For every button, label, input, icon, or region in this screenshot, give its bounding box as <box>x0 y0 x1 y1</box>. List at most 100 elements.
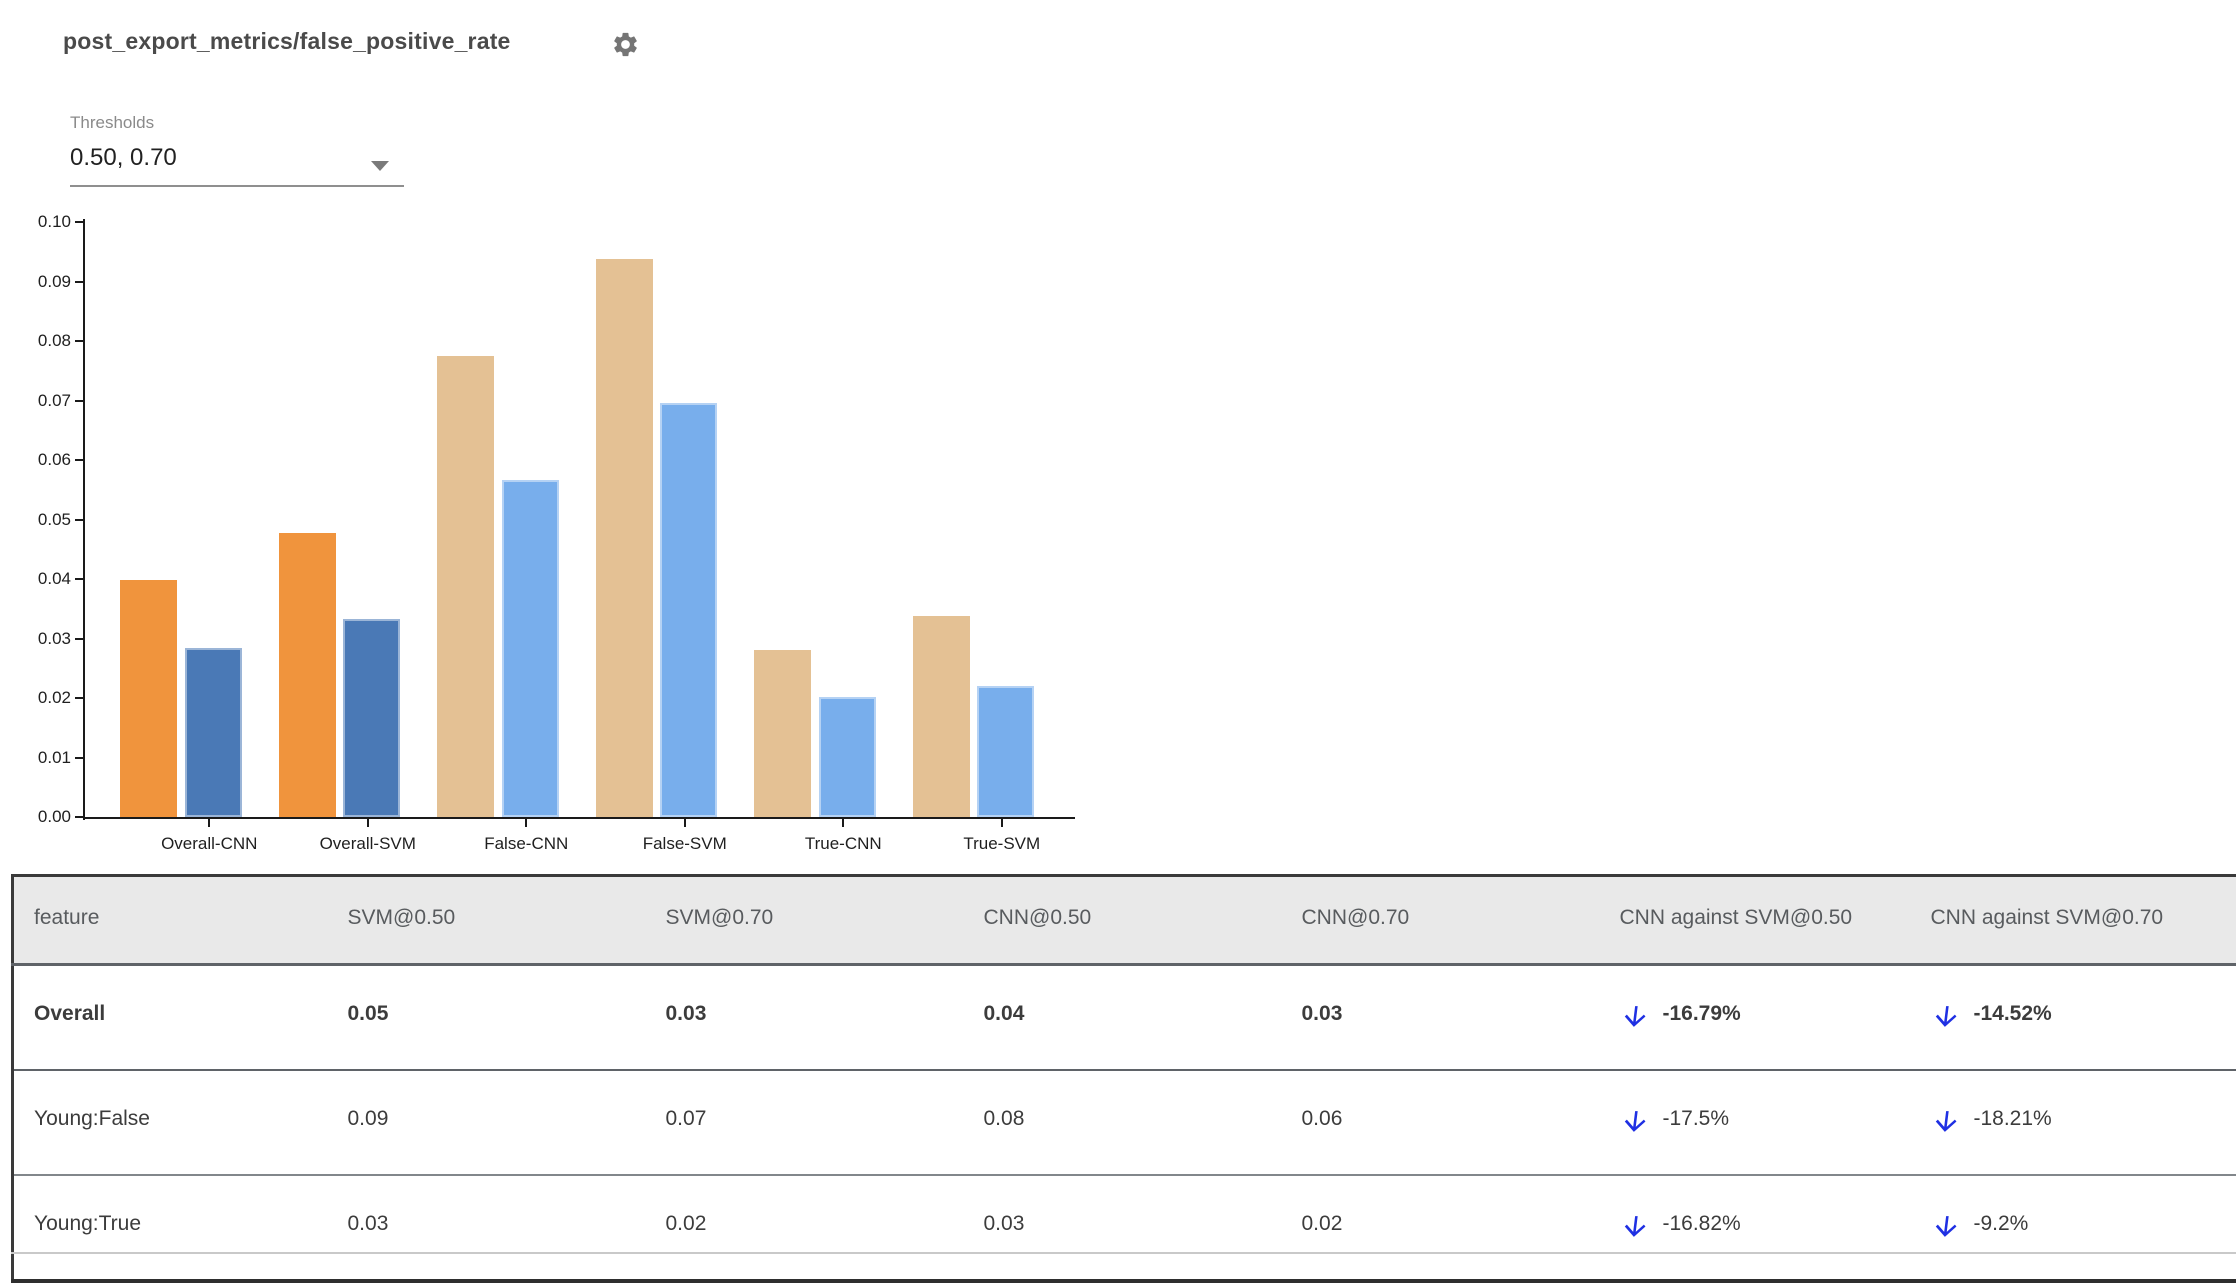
y-axis-label: 0.00 <box>11 807 71 827</box>
column-header-4: CNN@0.70 <box>1302 876 1620 965</box>
down-arrow-icon <box>1928 1001 1963 1032</box>
y-axis-tick <box>75 340 83 342</box>
x-axis-tick <box>367 819 369 827</box>
diff-value: -16.79% <box>1663 1002 1741 1026</box>
bar-Overall-SVM-t50[interactable] <box>279 533 336 817</box>
bar-Overall-CNN-t70[interactable] <box>185 648 242 817</box>
diff-value: -9.2% <box>1974 1212 2029 1236</box>
x-axis-tick <box>525 819 527 827</box>
diff-cell: -16.79% <box>1620 965 1931 1071</box>
page-title: post_export_metrics/false_positive_rate <box>63 28 511 55</box>
dropdown-underline <box>70 185 404 187</box>
value-cell: 0.04 <box>984 965 1302 1071</box>
x-axis-label: True-SVM <box>932 834 1072 854</box>
y-axis-label: 0.08 <box>11 331 71 351</box>
x-axis-tick <box>1001 819 1003 827</box>
thresholds-value: 0.50, 0.70 <box>70 144 177 172</box>
x-axis-label: Overall-SVM <box>298 834 438 854</box>
bar-False-SVM-t70[interactable] <box>660 403 717 817</box>
bottom-divider <box>11 1252 2236 1254</box>
value-cell: 0.02 <box>1302 1175 1620 1281</box>
feature-cell: Young:True <box>13 1175 348 1281</box>
value-cell: 0.02 <box>666 1175 984 1281</box>
gear-icon[interactable] <box>611 30 640 59</box>
value-cell: 0.03 <box>666 965 984 1071</box>
bar-False-SVM-t50[interactable] <box>596 259 653 817</box>
x-axis-label: False-CNN <box>456 834 596 854</box>
y-axis-tick <box>75 221 83 223</box>
diff-value: -17.5% <box>1663 1107 1730 1131</box>
diff-cell: -9.2% <box>1931 1175 2236 1281</box>
y-axis-label: 0.05 <box>11 510 71 530</box>
value-cell: 0.03 <box>1302 965 1620 1071</box>
diff-value: -14.52% <box>1974 1002 2052 1026</box>
value-cell: 0.03 <box>348 1175 666 1281</box>
value-cell: 0.06 <box>1302 1070 1620 1175</box>
value-cell: 0.03 <box>984 1175 1302 1281</box>
y-axis-tick <box>75 400 83 402</box>
y-axis-label: 0.06 <box>11 450 71 470</box>
column-header-1: SVM@0.50 <box>348 876 666 965</box>
column-header-6: CNN against SVM@0.70 <box>1931 876 2236 965</box>
column-header-3: CNN@0.50 <box>984 876 1302 965</box>
chevron-down-icon <box>371 161 389 171</box>
bar-False-CNN-t70[interactable] <box>502 480 559 817</box>
feature-cell: Young:False <box>13 1070 348 1175</box>
bar-True-CNN-t50[interactable] <box>754 650 811 817</box>
x-axis-tick <box>208 819 210 827</box>
down-arrow-icon <box>1617 1106 1652 1137</box>
x-axis-label: False-SVM <box>615 834 755 854</box>
y-axis-tick <box>75 459 83 461</box>
down-arrow-icon <box>1928 1106 1963 1137</box>
column-header-2: SVM@0.70 <box>666 876 984 965</box>
y-axis-label: 0.09 <box>11 272 71 292</box>
y-axis-label: 0.07 <box>11 391 71 411</box>
column-header-0: feature <box>13 876 348 965</box>
y-axis-label: 0.04 <box>11 569 71 589</box>
x-axis-tick <box>684 819 686 827</box>
y-axis-label: 0.10 <box>11 212 71 232</box>
x-axis-label: True-CNN <box>773 834 913 854</box>
x-axis-tick <box>842 819 844 827</box>
diff-cell: -17.5% <box>1620 1070 1931 1175</box>
x-axis <box>83 817 1075 819</box>
y-axis-tick <box>75 638 83 640</box>
y-axis-tick <box>75 757 83 759</box>
bar-False-CNN-t50[interactable] <box>437 356 494 817</box>
bar-Overall-CNN-t50[interactable] <box>120 580 177 817</box>
bar-True-CNN-t70[interactable] <box>819 697 876 817</box>
y-axis-label: 0.03 <box>11 629 71 649</box>
bar-True-SVM-t70[interactable] <box>977 686 1034 817</box>
bar-Overall-SVM-t70[interactable] <box>343 619 400 817</box>
column-header-5: CNN against SVM@0.50 <box>1620 876 1931 965</box>
x-axis-label: Overall-CNN <box>139 834 279 854</box>
bar-True-SVM-t50[interactable] <box>913 616 970 817</box>
y-axis-tick <box>75 697 83 699</box>
diff-cell: -16.82% <box>1620 1175 1931 1281</box>
value-cell: 0.08 <box>984 1070 1302 1175</box>
diff-value: -18.21% <box>1974 1107 2052 1131</box>
y-axis-tick <box>75 816 83 818</box>
y-axis-tick <box>75 281 83 283</box>
y-axis-tick <box>75 578 83 580</box>
value-cell: 0.05 <box>348 965 666 1071</box>
down-arrow-icon <box>1617 1211 1652 1242</box>
y-axis-tick <box>75 519 83 521</box>
diff-cell: -14.52% <box>1931 965 2236 1071</box>
y-axis-label: 0.01 <box>11 748 71 768</box>
down-arrow-icon <box>1617 1001 1652 1032</box>
down-arrow-icon <box>1928 1211 1963 1242</box>
diff-cell: -18.21% <box>1931 1070 2236 1175</box>
diff-value: -16.82% <box>1663 1212 1741 1236</box>
y-axis <box>83 219 85 820</box>
feature-cell: Overall <box>13 965 348 1071</box>
value-cell: 0.07 <box>666 1070 984 1175</box>
thresholds-label: Thresholds <box>70 113 154 133</box>
value-cell: 0.09 <box>348 1070 666 1175</box>
